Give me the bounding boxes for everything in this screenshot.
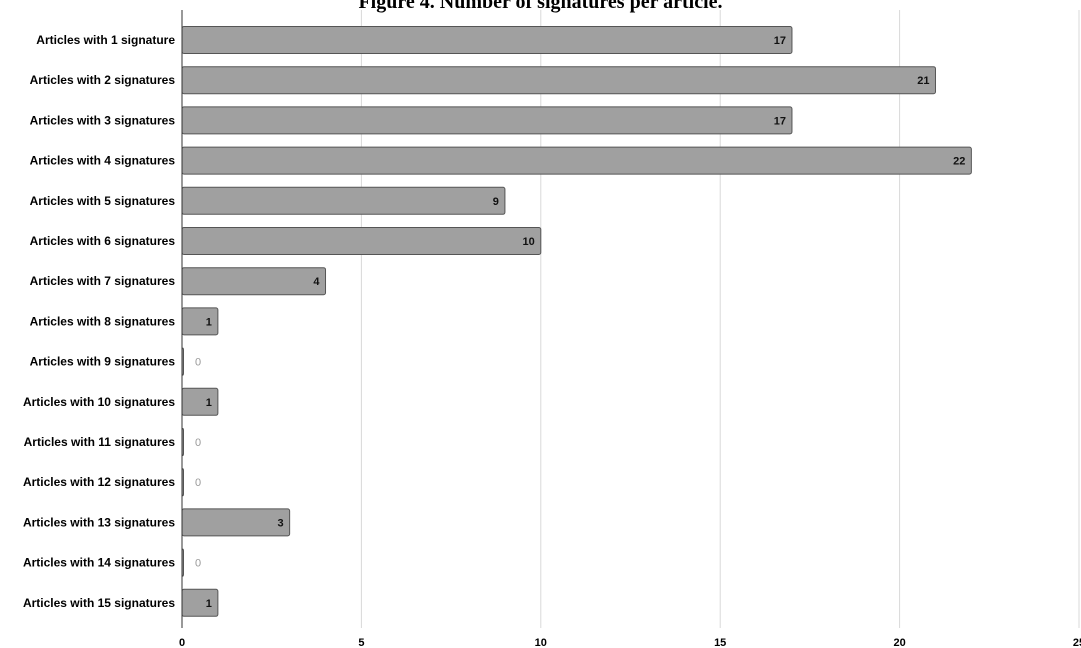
data-label: 1	[206, 397, 212, 409]
x-tick-label: 20	[893, 637, 905, 648]
bar	[181, 106, 793, 135]
data-label: 22	[953, 156, 965, 168]
category-label: Articles with 6 signatures	[30, 234, 176, 248]
x-axis-ticks: 0 5 10 15 20 25	[179, 637, 1081, 648]
category-label: Articles with 15 signatures	[23, 596, 175, 610]
category-label: Articles with 12 signatures	[23, 475, 175, 489]
category-labels: Articles with 1 signature Articles with 2…	[23, 33, 175, 610]
data-label: 0	[195, 477, 201, 489]
category-label: Articles with 1 signature	[36, 33, 175, 47]
category-label: Articles with 11 signatures	[24, 435, 176, 449]
bar	[181, 146, 972, 175]
grid-lines	[360, 10, 1080, 628]
data-label: 1	[206, 316, 212, 328]
category-label: Articles with 8 signatures	[30, 314, 176, 328]
bar	[181, 508, 291, 537]
category-label: Articles with 13 signatures	[23, 515, 175, 529]
category-label: Articles with 3 signatures	[30, 113, 176, 127]
bar	[181, 66, 936, 95]
category-label: Articles with 14 signatures	[23, 556, 175, 570]
data-label: 1	[206, 598, 212, 610]
category-label: Articles with 5 signatures	[30, 194, 176, 208]
x-tick-label: 15	[714, 637, 726, 648]
x-tick-label: 0	[179, 637, 185, 648]
category-label: Articles with 7 signatures	[30, 274, 176, 288]
category-label: Articles with 4 signatures	[30, 154, 176, 168]
category-label: Articles with 2 signatures	[30, 73, 176, 87]
x-tick-label: 25	[1073, 637, 1081, 648]
data-label: 17	[774, 115, 786, 127]
x-tick-label: 5	[358, 637, 364, 648]
data-label: 21	[917, 75, 929, 87]
data-label: 0	[195, 558, 201, 570]
bar	[181, 26, 793, 54]
bar	[181, 307, 219, 336]
data-label: 17	[774, 35, 786, 47]
bar	[181, 186, 506, 215]
bar	[181, 387, 219, 416]
bars	[181, 26, 972, 617]
x-tick-label: 10	[535, 637, 547, 648]
data-label: 10	[523, 236, 535, 248]
data-label: 0	[195, 437, 201, 449]
bar	[181, 588, 219, 617]
category-label: Articles with 10 signatures	[23, 395, 175, 409]
data-label: 3	[278, 517, 284, 529]
data-label: 9	[493, 196, 499, 208]
bar	[181, 227, 542, 255]
bar	[181, 267, 327, 296]
data-label: 0	[195, 357, 201, 369]
chart-title: Figure 4. Number of signatures per artic…	[358, 0, 723, 13]
category-label: Articles with 9 signatures	[30, 355, 176, 369]
data-label: 4	[313, 276, 320, 288]
